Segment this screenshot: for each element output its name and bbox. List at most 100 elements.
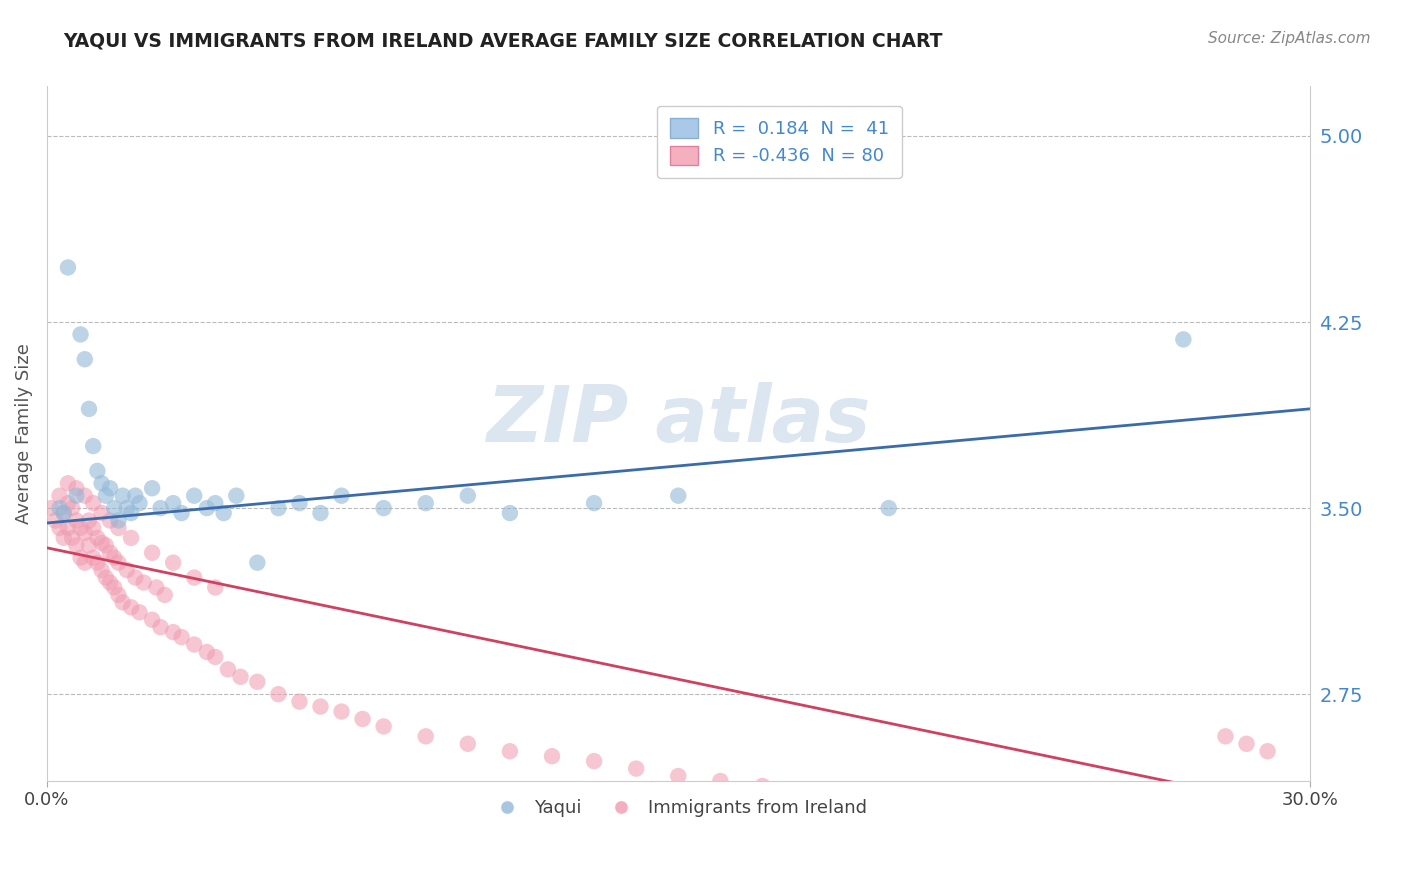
Point xyxy=(128,605,150,619)
Point xyxy=(195,501,218,516)
Point xyxy=(56,496,79,510)
Point xyxy=(666,489,689,503)
Point xyxy=(111,489,134,503)
Point xyxy=(499,506,522,520)
Point xyxy=(624,762,647,776)
Point xyxy=(541,749,564,764)
Point xyxy=(82,496,104,510)
Point xyxy=(56,521,79,535)
Point xyxy=(94,570,117,584)
Point xyxy=(120,600,142,615)
Point xyxy=(86,531,108,545)
Point xyxy=(90,476,112,491)
Point xyxy=(212,506,235,520)
Point xyxy=(73,525,96,540)
Point xyxy=(115,501,138,516)
Point xyxy=(162,625,184,640)
Point xyxy=(65,481,87,495)
Point xyxy=(60,501,83,516)
Point xyxy=(149,501,172,516)
Point xyxy=(73,556,96,570)
Point xyxy=(82,521,104,535)
Point xyxy=(48,501,70,516)
Point xyxy=(877,501,900,516)
Point xyxy=(107,514,129,528)
Point xyxy=(52,506,75,520)
Point xyxy=(82,550,104,565)
Point xyxy=(60,531,83,545)
Point xyxy=(86,556,108,570)
Point xyxy=(39,501,62,516)
Point xyxy=(1236,737,1258,751)
Point xyxy=(457,489,479,503)
Point xyxy=(124,570,146,584)
Point xyxy=(77,538,100,552)
Text: Source: ZipAtlas.com: Source: ZipAtlas.com xyxy=(1208,31,1371,46)
Point xyxy=(73,489,96,503)
Point xyxy=(103,550,125,565)
Point xyxy=(666,769,689,783)
Point xyxy=(309,506,332,520)
Point xyxy=(583,754,606,768)
Point xyxy=(309,699,332,714)
Point xyxy=(1215,729,1237,743)
Point xyxy=(132,575,155,590)
Point xyxy=(1173,332,1195,346)
Point xyxy=(65,538,87,552)
Legend: Yaqui, Immigrants from Ireland: Yaqui, Immigrants from Ireland xyxy=(482,791,875,824)
Point xyxy=(98,514,121,528)
Point xyxy=(170,506,193,520)
Point xyxy=(267,687,290,701)
Point xyxy=(751,779,773,793)
Point xyxy=(73,352,96,367)
Point xyxy=(288,695,311,709)
Point xyxy=(141,546,163,560)
Point xyxy=(90,536,112,550)
Point xyxy=(373,719,395,733)
Point xyxy=(229,670,252,684)
Point xyxy=(103,581,125,595)
Point xyxy=(56,476,79,491)
Point xyxy=(90,563,112,577)
Point xyxy=(98,481,121,495)
Point xyxy=(128,496,150,510)
Text: ZIP atlas: ZIP atlas xyxy=(486,382,870,458)
Point xyxy=(141,481,163,495)
Point xyxy=(267,501,290,516)
Point xyxy=(98,575,121,590)
Point xyxy=(52,531,75,545)
Point xyxy=(195,645,218,659)
Point xyxy=(709,774,731,789)
Point xyxy=(457,737,479,751)
Point xyxy=(65,489,87,503)
Point xyxy=(82,439,104,453)
Point xyxy=(107,556,129,570)
Point xyxy=(330,489,353,503)
Y-axis label: Average Family Size: Average Family Size xyxy=(15,343,32,524)
Point xyxy=(225,489,247,503)
Point xyxy=(246,674,269,689)
Point xyxy=(69,521,91,535)
Point xyxy=(288,496,311,510)
Point xyxy=(77,514,100,528)
Point xyxy=(107,521,129,535)
Point xyxy=(162,556,184,570)
Point xyxy=(65,514,87,528)
Point xyxy=(103,501,125,516)
Point xyxy=(183,489,205,503)
Point xyxy=(204,581,226,595)
Point xyxy=(48,521,70,535)
Point xyxy=(48,489,70,503)
Point xyxy=(183,570,205,584)
Point xyxy=(415,496,437,510)
Point xyxy=(217,662,239,676)
Point xyxy=(499,744,522,758)
Point xyxy=(183,638,205,652)
Point xyxy=(583,496,606,510)
Point xyxy=(170,630,193,644)
Point xyxy=(162,496,184,510)
Point xyxy=(86,464,108,478)
Point xyxy=(141,613,163,627)
Text: YAQUI VS IMMIGRANTS FROM IRELAND AVERAGE FAMILY SIZE CORRELATION CHART: YAQUI VS IMMIGRANTS FROM IRELAND AVERAGE… xyxy=(63,31,943,50)
Point xyxy=(111,595,134,609)
